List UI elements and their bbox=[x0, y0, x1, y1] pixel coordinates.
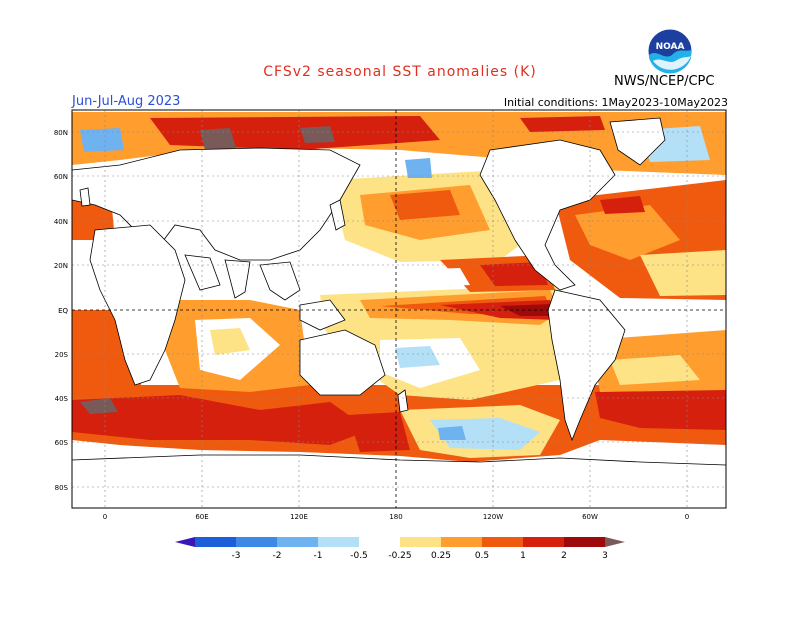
lon-label: 120E bbox=[290, 513, 308, 521]
latitude-labels: 80N 60N 40N 20N EQ 20S 40S 60S 80S bbox=[54, 129, 69, 492]
lat-label: 40N bbox=[54, 218, 68, 226]
lat-label: 60S bbox=[55, 439, 69, 447]
lon-label: 120W bbox=[483, 513, 503, 521]
colorbar-label: -0.5 bbox=[350, 551, 368, 561]
lat-label: EQ bbox=[58, 307, 68, 315]
colorbar-label: -1 bbox=[314, 551, 323, 561]
colorbar-label: -3 bbox=[232, 551, 241, 561]
colorbar-label: 0.5 bbox=[475, 551, 489, 561]
colorbar-label: 0.25 bbox=[431, 551, 451, 561]
colorbar-label: 3 bbox=[602, 551, 608, 561]
colorbar-right-arrow bbox=[605, 537, 625, 547]
colorbar-left-arrow bbox=[175, 537, 195, 547]
lon-label: 60W bbox=[582, 513, 598, 521]
svg-text:NOAA: NOAA bbox=[656, 42, 685, 52]
colorbar-segment bbox=[400, 537, 442, 547]
plot-frame bbox=[71, 109, 727, 509]
lat-label: 20N bbox=[54, 262, 68, 270]
lat-label: 60N bbox=[54, 173, 68, 181]
colorbar-segment bbox=[236, 537, 278, 547]
colorbar-segment bbox=[441, 537, 483, 547]
reference-lines bbox=[72, 110, 726, 508]
lon-label: 180 bbox=[389, 513, 402, 521]
lat-label: 40S bbox=[55, 395, 69, 403]
colorbar-segment bbox=[195, 537, 237, 547]
colorbar-label: -0.25 bbox=[388, 551, 411, 561]
colorbar-label: 1 bbox=[520, 551, 526, 561]
lat-label: 20S bbox=[55, 351, 69, 359]
colorbar-segment bbox=[564, 537, 606, 547]
season-label: Jun-Jul-Aug 2023 bbox=[72, 94, 181, 109]
colorbar-segment bbox=[482, 537, 524, 547]
colorbar-label: 2 bbox=[561, 551, 567, 561]
lon-label: 60E bbox=[195, 513, 208, 521]
agency-label: NWS/NCEP/CPC bbox=[614, 74, 715, 89]
lon-label: 0 bbox=[103, 513, 107, 521]
lat-label: 80S bbox=[55, 484, 69, 492]
map-title: CFSv2 seasonal SST anomalies (K) bbox=[263, 64, 537, 80]
initial-conditions-label: Initial conditions: 1May2023-10May2023 bbox=[503, 96, 728, 109]
colorbar: -3 -2 -1 -0.5 -0.25 0.25 0.5 1 2 3 bbox=[175, 537, 625, 561]
noaa-logo: NOAA bbox=[647, 28, 693, 74]
graticule bbox=[72, 110, 726, 508]
longitude-labels: 0 60E 120E 180 120W 60W 0 bbox=[103, 513, 689, 521]
colorbar-segment bbox=[318, 537, 360, 547]
lat-label: 80N bbox=[54, 129, 68, 137]
colorbar-segment bbox=[277, 537, 319, 547]
colorbar-label: -2 bbox=[273, 551, 282, 561]
colorbar-segment bbox=[359, 537, 401, 547]
lon-label: 0 bbox=[685, 513, 689, 521]
colorbar-segment bbox=[523, 537, 565, 547]
